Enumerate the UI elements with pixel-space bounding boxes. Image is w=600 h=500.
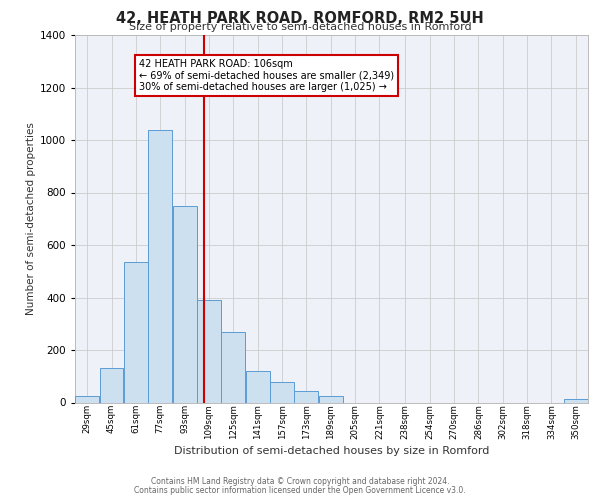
- Text: Contains public sector information licensed under the Open Government Licence v3: Contains public sector information licen…: [134, 486, 466, 495]
- Bar: [100, 368, 124, 402]
- Bar: [124, 262, 148, 402]
- Bar: [564, 398, 588, 402]
- Text: 42 HEATH PARK ROAD: 106sqm
← 69% of semi-detached houses are smaller (2,349)
30%: 42 HEATH PARK ROAD: 106sqm ← 69% of semi…: [139, 58, 394, 92]
- Text: Size of property relative to semi-detached houses in Romford: Size of property relative to semi-detach…: [128, 22, 472, 32]
- Bar: [221, 332, 245, 402]
- Bar: [295, 390, 319, 402]
- Bar: [246, 371, 269, 402]
- X-axis label: Distribution of semi-detached houses by size in Romford: Distribution of semi-detached houses by …: [174, 446, 489, 456]
- Bar: [197, 300, 221, 402]
- Bar: [319, 396, 343, 402]
- Bar: [75, 396, 99, 402]
- Bar: [148, 130, 172, 402]
- Bar: [173, 206, 197, 402]
- Text: 42, HEATH PARK ROAD, ROMFORD, RM2 5UH: 42, HEATH PARK ROAD, ROMFORD, RM2 5UH: [116, 11, 484, 26]
- Bar: [270, 382, 294, 402]
- Y-axis label: Number of semi-detached properties: Number of semi-detached properties: [26, 122, 35, 315]
- Text: Contains HM Land Registry data © Crown copyright and database right 2024.: Contains HM Land Registry data © Crown c…: [151, 477, 449, 486]
